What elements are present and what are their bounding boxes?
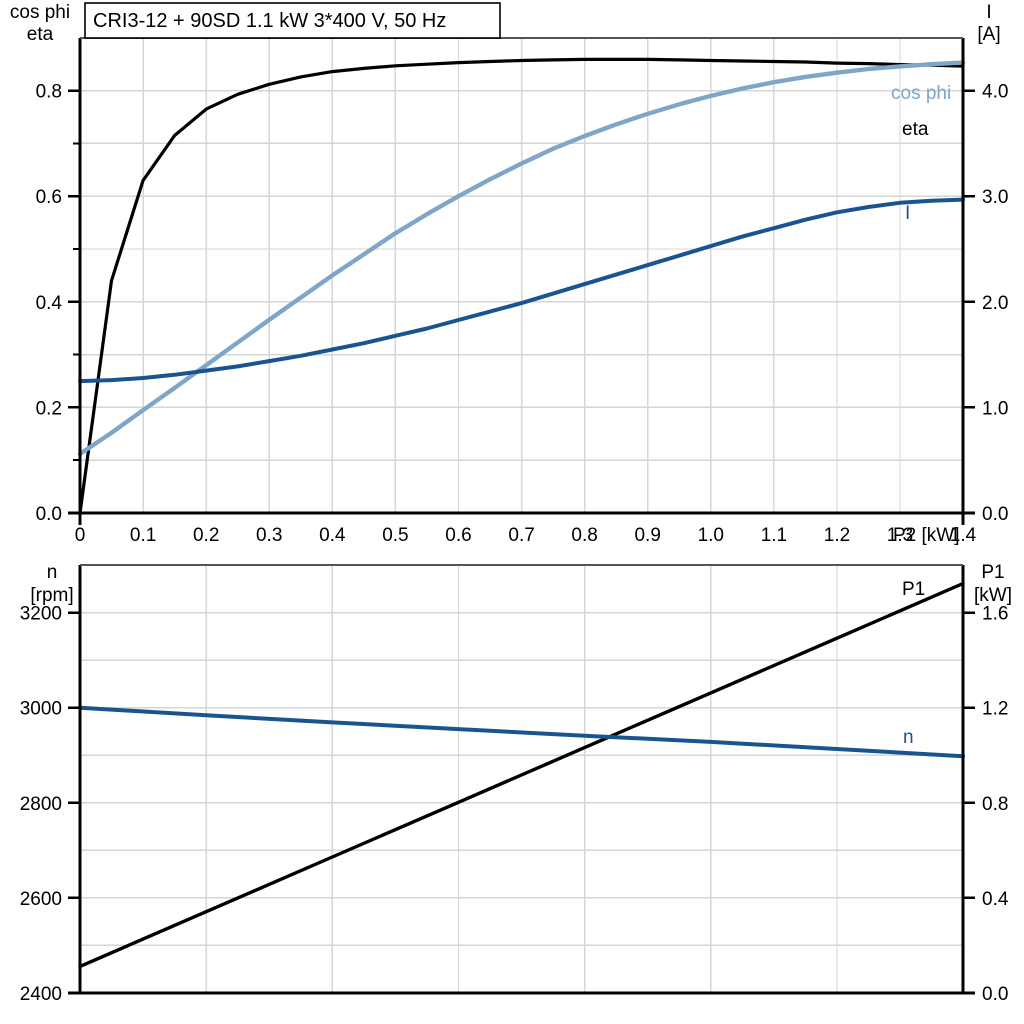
- top-x-tick-label: 0.3: [256, 525, 282, 545]
- chart-title: CRI3-12 + 90SD 1.1 kW 3*400 V, 50 Hz: [93, 10, 446, 32]
- top-x-tick-label: 0: [75, 525, 86, 545]
- curve-current: [78, 197, 965, 384]
- top-vertical-gridlines: [142, 38, 901, 513]
- top-x-tick-label: 1.4: [950, 525, 977, 545]
- bottom-left-axis-title-2: [rpm]: [30, 585, 73, 606]
- bottom-chart-panel: 2400 2600 2800 3000 3200 0.0 0.4 0.8 1.2…: [0, 545, 1024, 1024]
- top-x-tick-label: 0.7: [508, 525, 534, 545]
- curve-label-cos-phi: cos phi: [891, 83, 951, 104]
- curve-label-current: I: [905, 203, 910, 224]
- curve-cos-phi: [77, 60, 966, 457]
- top-right-axis-title-2: [A]: [977, 24, 1000, 45]
- bottom-left-axis-title-1: n: [47, 562, 58, 583]
- top-x-tick-label: 1.1: [761, 525, 787, 545]
- bottom-right-tick-label: 1.6: [982, 604, 1008, 625]
- top-chart-svg: 0.0 0.2 0.4 0.6 0.8 0.0 1.0 2.0 3.0 4.0 …: [10, 2, 1009, 545]
- top-left-tick-label: 0.4: [36, 293, 63, 314]
- top-x-tick-label: 0.8: [571, 525, 597, 545]
- bottom-right-tick-label: 0.0: [982, 984, 1008, 1005]
- top-x-tick-label: 0.1: [130, 525, 156, 545]
- top-right-tick-label: 3.0: [982, 187, 1008, 208]
- bottom-right-tick-label: 1.2: [982, 699, 1008, 720]
- top-left-tick-label: 0.2: [36, 398, 62, 419]
- top-x-tick-label: 0.4: [319, 525, 346, 545]
- top-left-tick-label: 0.8: [36, 82, 62, 103]
- bottom-left-tick-labels: 2400 2600 2800 3000 3200: [20, 604, 62, 1005]
- top-x-tick-labels: 0 0.1 0.2 0.3 0.4 0.5 0.6 0.7 0.8 0.9 1.…: [75, 525, 977, 545]
- bottom-right-ticks: [963, 611, 975, 995]
- top-x-axis-title: P2 [kW]: [893, 525, 960, 545]
- bottom-right-axis-title-2: [kW]: [974, 585, 1012, 606]
- curve-p1: [78, 581, 965, 969]
- top-right-ticks: [963, 89, 975, 515]
- bottom-left-tick-label: 3000: [20, 699, 62, 720]
- curve-label-p1: P1: [902, 579, 925, 600]
- curve-speed: [78, 705, 965, 759]
- bottom-vertical-gridlines: [205, 565, 838, 993]
- top-left-tick-labels: 0.0 0.2 0.4 0.6 0.8: [36, 82, 63, 525]
- bottom-right-axis-title-1: P1: [981, 562, 1004, 583]
- top-x-tick-label: 0.6: [445, 525, 471, 545]
- bottom-plot-background: [80, 565, 963, 993]
- top-right-tick-labels: 0.0 1.0 2.0 3.0 4.0: [982, 82, 1008, 525]
- top-right-tick-label: 4.0: [982, 82, 1008, 103]
- bottom-right-tick-label: 0.8: [982, 794, 1008, 815]
- curve-label-eta: eta: [902, 119, 929, 140]
- top-right-tick-label: 1.0: [982, 398, 1008, 419]
- top-x-tick-label: 1.3: [887, 525, 913, 545]
- top-left-axis-title-2: eta: [27, 24, 54, 45]
- top-x-tick-label: 0.2: [193, 525, 219, 545]
- title-box: [84, 2, 501, 39]
- top-left-tick-label: 0.6: [36, 187, 62, 208]
- top-x-tick-label: 1.0: [698, 525, 724, 545]
- top-chart-panel: 0.0 0.2 0.4 0.6 0.8 0.0 1.0 2.0 3.0 4.0 …: [10, 2, 1009, 545]
- bottom-left-tick-label: 2400: [20, 984, 62, 1005]
- bottom-left-tick-label: 3200: [20, 604, 62, 625]
- curve-eta: [78, 57, 965, 515]
- top-right-tick-label: 2.0: [982, 293, 1008, 314]
- top-x-tick-label: 0.9: [634, 525, 660, 545]
- bottom-horizontal-gridlines: [80, 611, 963, 947]
- curve-label-speed: n: [903, 727, 914, 748]
- top-left-ticks: [68, 89, 80, 515]
- top-x-tick-label: 0.5: [382, 525, 408, 545]
- top-horizontal-gridlines: [80, 89, 963, 461]
- bottom-left-ticks: [68, 611, 80, 995]
- top-right-tick-label: 0.0: [982, 504, 1008, 525]
- bottom-right-tick-labels: 0.0 0.4 0.8 1.2 1.6: [982, 604, 1009, 1005]
- bottom-right-tick-label: 0.4: [982, 889, 1009, 910]
- top-left-tick-label: 0.0: [36, 504, 62, 525]
- top-x-tick-label: 1.2: [824, 525, 850, 545]
- bottom-left-tick-label: 2600: [20, 889, 62, 910]
- top-left-axis-title-1: cos phi: [10, 2, 70, 23]
- bottom-left-tick-label: 2800: [20, 794, 62, 815]
- top-right-axis-title-1: I: [986, 2, 991, 23]
- top-x-ticks: [78, 513, 965, 525]
- bottom-chart-svg: 2400 2600 2800 3000 3200 0.0 0.4 0.8 1.2…: [20, 562, 1012, 1005]
